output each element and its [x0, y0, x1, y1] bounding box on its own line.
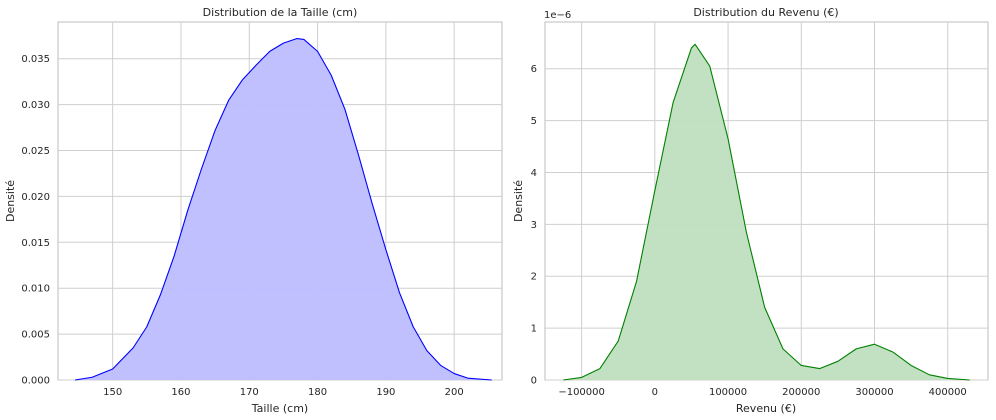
chart-title: Distribution de la Taille (cm)	[203, 6, 358, 19]
x-axis-label: Revenu (€)	[736, 402, 796, 415]
x-tick-label: 160	[171, 387, 190, 398]
y-tick-label: 0.020	[21, 192, 50, 203]
x-tick-label: 400000	[929, 387, 967, 398]
chart-title: Distribution du Revenu (€)	[693, 6, 838, 19]
x-tick-label: 300000	[855, 387, 893, 398]
density-area	[563, 44, 970, 381]
y-axis-offset-label: 1e−6	[544, 10, 571, 21]
x-tick-label: 0	[652, 387, 658, 398]
x-tick-label: 190	[376, 387, 395, 398]
y-tick-label: 1	[531, 324, 537, 335]
y-tick-label: 0	[531, 376, 537, 387]
y-axis-label: Densité	[4, 180, 17, 222]
y-tick-label: 0.035	[21, 54, 50, 65]
y-tick-label: 6	[531, 64, 537, 75]
x-tick-label: 180	[308, 387, 327, 398]
height-distribution-chart: Distribution de la Taille (cm) Taille (c…	[4, 6, 503, 415]
y-tick-label: 0.005	[21, 330, 50, 341]
y-tick-label: 0.030	[21, 100, 50, 111]
x-tick-label: 100000	[709, 387, 747, 398]
x-tick-label: 150	[103, 387, 122, 398]
density-line	[74, 37, 492, 381]
x-tick-label: 200	[445, 387, 464, 398]
x-tick-label: 170	[240, 387, 259, 398]
x-tick-label: −100000	[558, 387, 605, 398]
y-tick-label: 0.010	[21, 284, 50, 295]
y-axis-label: Densité	[512, 180, 525, 222]
y-tick-label: 5	[531, 116, 537, 127]
x-axis-label: Taille (cm)	[251, 402, 308, 415]
y-tick-label: 0.000	[21, 376, 50, 387]
y-tick-label: 0.015	[21, 238, 50, 249]
y-tick-label: 2	[531, 272, 537, 283]
y-tick-label: 4	[531, 168, 537, 179]
x-tick-label: 200000	[782, 387, 820, 398]
income-distribution-chart: Distribution du Revenu (€) Revenu (€) De…	[512, 6, 989, 415]
density-line	[563, 43, 970, 381]
density-area	[75, 38, 492, 381]
y-tick-label: 0.025	[21, 146, 50, 157]
y-tick-label: 3	[531, 220, 537, 231]
